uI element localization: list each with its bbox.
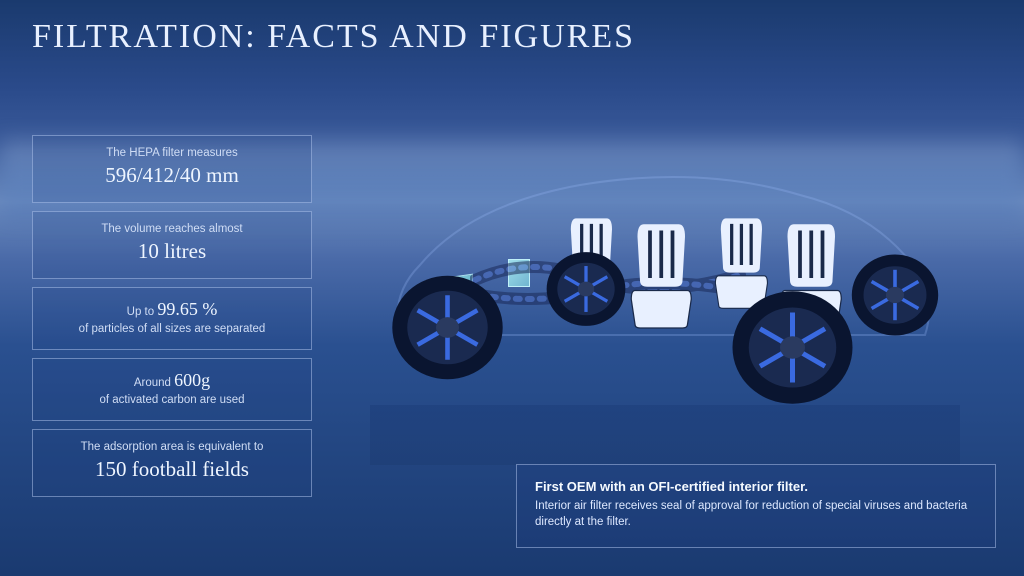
callout-body: Interior air filter receives seal of app… — [535, 498, 977, 531]
fact-box-dimensions: The HEPA filter measures 596/412/40 mm — [32, 135, 312, 203]
fact-label: The volume reaches almost — [45, 222, 299, 237]
fact-label: The adsorption area is equivalent to — [45, 440, 299, 455]
fact-box-carbon: Around 600g of activated carbon are used — [32, 358, 312, 421]
fact-suffix: of particles of all sizes are separated — [45, 322, 299, 337]
fact-box-volume: The volume reaches almost 10 litres — [32, 211, 312, 279]
wheel-front-right — [545, 248, 627, 330]
page-title: FILTRATION: FACTS AND FIGURES — [32, 18, 635, 56]
fact-prefix: Up to — [127, 306, 158, 318]
fact-label: The HEPA filter measures — [45, 146, 299, 161]
car-diagram — [370, 165, 960, 465]
fact-value: 150 football fields — [45, 456, 299, 483]
fact-value: 99.65 % — [157, 299, 217, 319]
fact-prefix: Around — [134, 377, 174, 389]
callout-title: First OEM with an OFI-certified interior… — [535, 479, 977, 494]
fact-box-particles: Up to 99.65 % of particles of all sizes … — [32, 287, 312, 350]
facts-panel: The HEPA filter measures 596/412/40 mm T… — [32, 135, 312, 497]
fact-suffix: of activated carbon are used — [45, 393, 299, 408]
wheel-rear-left — [730, 285, 855, 410]
seat-front-right — [625, 218, 700, 336]
floor-reflection — [370, 405, 960, 465]
fact-value: 596/412/40 mm — [45, 162, 299, 189]
wheel-front-left — [390, 270, 505, 385]
callout-box: First OEM with an OFI-certified interior… — [516, 464, 996, 548]
fact-box-area: The adsorption area is equivalent to 150… — [32, 429, 312, 497]
fact-value: 600g — [174, 370, 210, 390]
fact-value: 10 litres — [45, 238, 299, 265]
wheel-rear-right — [850, 250, 940, 340]
